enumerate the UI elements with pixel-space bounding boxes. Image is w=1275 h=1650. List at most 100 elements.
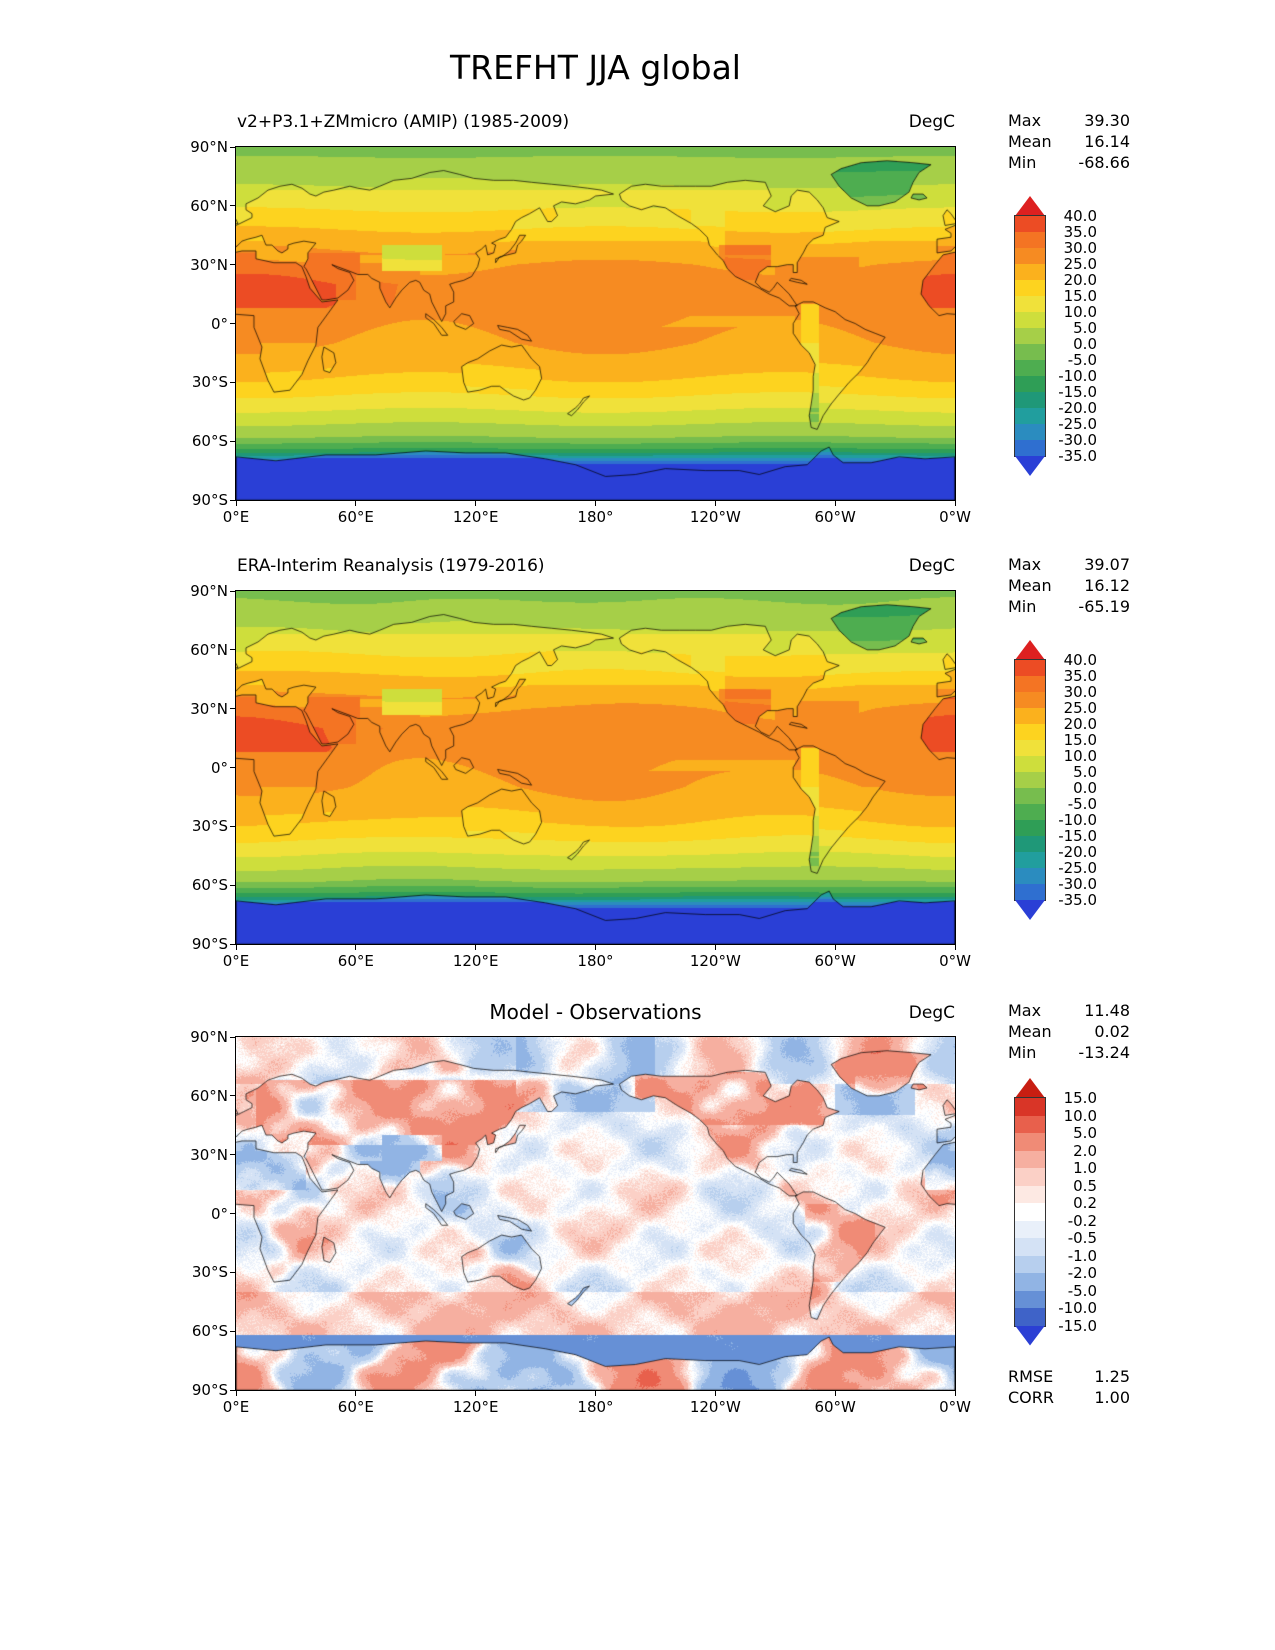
stat-label: Mean [1008, 1022, 1052, 1041]
colorbar-segment [1015, 1273, 1045, 1291]
y-tick-label: 60°S [191, 876, 228, 895]
colorbar-tick-label: 15.0 [1063, 731, 1097, 749]
panel1-units-label: DegC [908, 112, 955, 132]
colorbar-segment [1015, 724, 1045, 741]
colorbar-tick-label: 35.0 [1063, 667, 1097, 685]
colorbar-segment [1015, 1185, 1045, 1204]
x-tick-mark [355, 501, 357, 506]
stat-label: Max [1008, 1001, 1042, 1020]
colorbar-segment [1015, 1255, 1045, 1274]
colorbar-segment [1015, 1150, 1045, 1169]
panel1-map-canvas [235, 146, 956, 501]
y-tick-mark [230, 146, 235, 148]
panel3-map-canvas [235, 1036, 956, 1391]
colorbar-segment [1015, 884, 1045, 901]
x-tick-mark [235, 1391, 237, 1396]
x-tick-mark [834, 501, 836, 506]
colorbar-under-arrow [1015, 1325, 1045, 1346]
colorbar-tick-label: -5.0 [1067, 351, 1097, 369]
y-tick-mark [230, 590, 235, 592]
x-tick-label: 180° [577, 952, 614, 970]
colorbar-tick-label: -15.0 [1058, 827, 1097, 845]
colorbar-segment [1015, 1133, 1045, 1151]
stat-row: Mean 0.02 [1008, 1021, 1130, 1042]
colorbar-segment [1015, 264, 1045, 281]
y-tick-mark [230, 1389, 235, 1391]
x-tick-mark [714, 501, 716, 506]
stat-label: CORR [1008, 1388, 1054, 1407]
x-tick-mark [595, 501, 596, 506]
stat-value: 16.14 [1084, 132, 1130, 151]
stat-row: Max 11.48 [1008, 1000, 1130, 1021]
stat-row: Max 39.30 [1008, 110, 1130, 131]
panel3-units-label: DegC [908, 1003, 955, 1023]
stat-value: 16.12 [1084, 576, 1130, 595]
colorbar-tick-label: 0.2 [1073, 1194, 1097, 1212]
colorbar-tick-label: 35.0 [1063, 223, 1097, 241]
colorbar-tick-label: 40.0 [1063, 651, 1097, 669]
x-tick-label: 120°W [689, 1398, 741, 1416]
x-tick-label: 120°E [452, 508, 499, 526]
y-tick-label: 90°N [190, 1028, 228, 1046]
colorbar-tick-label: 10.0 [1063, 303, 1097, 321]
colorbar-tick-label: -20.0 [1058, 399, 1097, 417]
y-tick-mark [230, 499, 235, 501]
x-tick-label: 120°E [452, 1398, 499, 1416]
colorbar-tick-label: 15.0 [1063, 1089, 1097, 1107]
stat-row: Mean 16.14 [1008, 131, 1130, 152]
y-tick-mark [230, 205, 235, 207]
colorbar-tick-label: -15.0 [1058, 1316, 1097, 1335]
colorbar-segment [1015, 852, 1045, 869]
x-tick-label: 60°W [814, 508, 856, 526]
y-tick-label: 30°S [191, 373, 228, 392]
x-tick-label: 120°E [452, 952, 499, 970]
colorbar-tick-label: -25.0 [1058, 415, 1097, 433]
stat-value: 0.02 [1094, 1022, 1130, 1041]
colorbar-segment [1015, 424, 1045, 441]
colorbar-segment [1015, 280, 1045, 297]
x-tick-label: 120°W [689, 952, 741, 970]
colorbar-tick-label: 2.0 [1073, 1141, 1097, 1160]
stat-value: -65.19 [1078, 597, 1130, 616]
colorbar-segment [1015, 440, 1045, 457]
y-tick-label: 60°S [191, 432, 228, 451]
colorbar-tick-label: -2.0 [1067, 1264, 1097, 1282]
x-tick-mark [714, 1391, 716, 1396]
y-tick-label: 60°N [190, 640, 228, 659]
colorbar-tick-label: -1.0 [1067, 1246, 1097, 1265]
stat-label: Min [1008, 153, 1037, 172]
x-tick-label: 0°E [222, 1398, 250, 1416]
colorbar-segment [1015, 692, 1045, 709]
stat-row: CORR 1.00 [1008, 1387, 1130, 1408]
x-tick-mark [834, 945, 836, 950]
y-tick-mark [230, 943, 235, 945]
colorbar-over-arrow [1015, 196, 1045, 216]
panel3-skill-scores: RMSE 1.25 CORR 1.00 [1008, 1366, 1130, 1408]
colorbar-tick-label: -0.5 [1067, 1229, 1097, 1247]
stat-label: Max [1008, 555, 1042, 574]
x-tick-mark [355, 1391, 357, 1396]
colorbar-tick-label: -10.0 [1058, 811, 1097, 829]
y-tick-label: 0° [210, 1204, 228, 1223]
colorbar-segment [1015, 1220, 1045, 1239]
stat-value: 39.30 [1084, 111, 1130, 130]
colorbar-tick-label: 20.0 [1063, 271, 1097, 289]
y-tick-mark [230, 1154, 235, 1156]
y-tick-label: 60°S [191, 1322, 228, 1341]
stat-label: Min [1008, 1043, 1037, 1062]
colorbar-segment [1015, 1168, 1045, 1186]
y-tick-mark [230, 1330, 235, 1332]
colorbar-over-arrow [1015, 640, 1045, 660]
colorbar-tick-label: 1.0 [1073, 1159, 1097, 1177]
stat-row: Min -68.66 [1008, 152, 1130, 173]
colorbar-tick-label: 25.0 [1063, 699, 1097, 717]
colorbar-tick-label: -10.0 [1058, 1299, 1097, 1317]
y-tick-label: 0° [210, 314, 228, 333]
x-tick-label: 60°E [337, 952, 374, 970]
colorbar-tick-label: 10.0 [1063, 1106, 1097, 1125]
stat-value: 1.00 [1094, 1388, 1130, 1407]
stat-row: Mean 16.12 [1008, 575, 1130, 596]
y-tick-label: 60°N [190, 196, 228, 215]
colorbar-segment [1015, 820, 1045, 837]
stat-label: Max [1008, 111, 1042, 130]
